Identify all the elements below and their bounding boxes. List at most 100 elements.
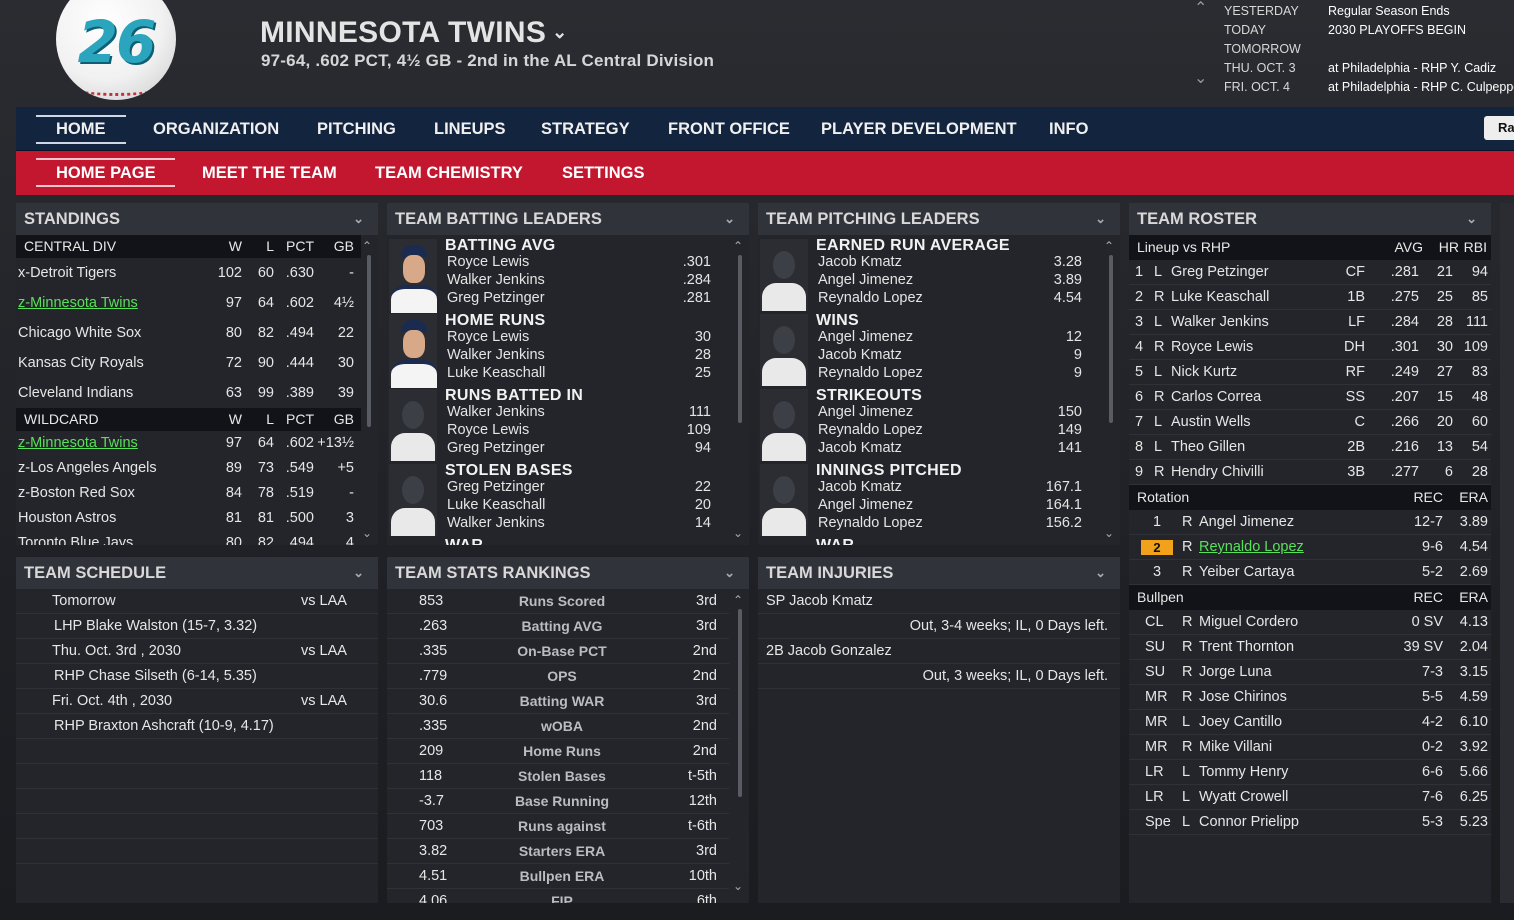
leader-name[interactable]: Walker Jenkins: [447, 272, 545, 288]
leader-name[interactable]: Walker Jenkins: [447, 347, 545, 363]
player-name[interactable]: Wyatt Crowell: [1199, 789, 1289, 805]
leader-name[interactable]: Greg Petzinger: [447, 440, 545, 456]
scrollbar[interactable]: [1109, 255, 1113, 423]
lineup-row[interactable]: 3 L Walker Jenkins LF .284 28 111: [1129, 310, 1491, 335]
player-name[interactable]: Connor Prielipp: [1199, 814, 1299, 830]
player-name[interactable]: Jorge Luna: [1199, 664, 1272, 680]
chevron-up-icon[interactable]: ⌃: [733, 239, 744, 253]
bullpen-row[interactable]: SU R Jorge Luna 7-3 3.15: [1129, 660, 1491, 685]
leader-name[interactable]: Luke Keaschall: [447, 365, 546, 381]
player-name[interactable]: Angel Jimenez: [1199, 514, 1295, 530]
bullpen-row[interactable]: Spe L Connor Prielipp 5-3 5.23: [1129, 810, 1491, 835]
leader-name[interactable]: Greg Petzinger: [447, 479, 545, 495]
leader-name[interactable]: Reynaldo Lopez: [818, 515, 923, 531]
player-name[interactable]: Hendry Chivilli: [1171, 464, 1264, 480]
standings-row[interactable]: z-Los Angeles Angels 89 73 .549 +5: [16, 456, 361, 481]
standings-row[interactable]: z-Boston Red Sox 84 78 .519 -: [16, 481, 361, 506]
lineup-row[interactable]: 6 R Carlos Correa SS .207 15 48: [1129, 385, 1491, 410]
leader-name[interactable]: Angel Jimenez: [818, 329, 914, 345]
chevron-up-icon[interactable]: ⌃: [362, 239, 373, 253]
nav-info[interactable]: INFO: [1049, 120, 1089, 138]
calendar-date[interactable]: THU. OCT. 3: [1224, 61, 1296, 75]
chevron-down-icon[interactable]: ⌄: [1095, 211, 1106, 226]
panel-header[interactable]: TEAM PITCHING LEADERS ⌄: [758, 203, 1120, 235]
player-name[interactable]: Trent Thornton: [1199, 639, 1295, 655]
chevron-up-icon[interactable]: ⌃: [1104, 239, 1115, 253]
standings-row[interactable]: x-Detroit Tigers 102 60 .630 -: [16, 258, 361, 288]
player-name[interactable]: Mike Villani: [1199, 739, 1273, 755]
standings-row[interactable]: Toronto Blue Jays 80 82 .494 4: [16, 531, 361, 545]
nav-right-button[interactable]: Ra: [1484, 116, 1514, 140]
player-name[interactable]: Greg Petzinger: [1171, 264, 1269, 280]
team-name[interactable]: x-Detroit Tigers: [18, 265, 117, 281]
standings-row[interactable]: Houston Astros 81 81 .500 3: [16, 506, 361, 531]
chevron-down-icon[interactable]: ⌄: [733, 879, 744, 893]
leader-name[interactable]: Walker Jenkins: [447, 404, 545, 420]
scrollbar[interactable]: [738, 609, 742, 797]
leader-name[interactable]: Angel Jimenez: [818, 404, 914, 420]
leader-name[interactable]: Angel Jimenez: [818, 272, 914, 288]
team-name[interactable]: Cleveland Indians: [18, 385, 134, 401]
leader-name[interactable]: Reynaldo Lopez: [818, 365, 923, 381]
chevron-down-icon[interactable]: ⌄: [1466, 211, 1477, 226]
leader-name[interactable]: Jacob Kmatz: [818, 347, 902, 363]
rotation-row[interactable]: 3 R Yeiber Cartaya 5-2 2.69: [1129, 560, 1491, 585]
nav-lineups[interactable]: LINEUPS: [434, 120, 506, 138]
bullpen-row[interactable]: MR R Mike Villani 0-2 3.92: [1129, 735, 1491, 760]
calendar-up-icon[interactable]: ⌃: [1194, 0, 1208, 17]
team-name-dropdown[interactable]: MINNESOTA TWINS ⌄: [260, 16, 568, 50]
rotation-row[interactable]: 1 R Angel Jimenez 12-7 3.89: [1129, 510, 1491, 535]
bullpen-row[interactable]: SU R Trent Thornton 39 SV 2.04: [1129, 635, 1491, 660]
player-name[interactable]: Reynaldo Lopez: [1199, 539, 1304, 555]
chevron-down-icon[interactable]: ⌄: [353, 211, 364, 226]
player-name[interactable]: Theo Gillen: [1171, 439, 1246, 455]
panel-header[interactable]: TEAM SCHEDULE ⌄: [16, 557, 378, 589]
team-name[interactable]: Houston Astros: [18, 510, 117, 526]
player-name[interactable]: Walker Jenkins: [1171, 314, 1269, 330]
rotation-row[interactable]: 2 R Reynaldo Lopez 9-6 4.54: [1129, 535, 1491, 560]
team-name[interactable]: z-Los Angeles Angels: [18, 460, 157, 476]
nav-strategy[interactable]: STRATEGY: [541, 120, 630, 138]
standings-row[interactable]: Chicago White Sox 80 82 .494 22: [16, 318, 361, 348]
leader-name[interactable]: Jacob Kmatz: [818, 440, 902, 456]
leader-name[interactable]: Angel Jimenez: [818, 497, 914, 513]
leader-name[interactable]: Reynaldo Lopez: [818, 422, 923, 438]
panel-header[interactable]: TEAM ROSTER ⌄: [1129, 203, 1491, 235]
player-name[interactable]: Austin Wells: [1171, 414, 1251, 430]
schedule-pitcher-row[interactable]: RHP Chase Silseth (6-14, 5.35): [16, 664, 378, 689]
lineup-row[interactable]: 4 R Royce Lewis DH .301 30 109: [1129, 335, 1491, 360]
subnav-team-chemistry[interactable]: TEAM CHEMISTRY: [375, 164, 523, 182]
calendar-down-icon[interactable]: ⌄: [1194, 70, 1208, 87]
nav-player-development[interactable]: PLAYER DEVELOPMENT: [821, 120, 1017, 138]
leader-name[interactable]: Reynaldo Lopez: [818, 290, 923, 306]
chevron-down-icon[interactable]: ⌄: [353, 565, 364, 580]
schedule-pitcher-row[interactable]: RHP Braxton Ashcraft (10-9, 4.17): [16, 714, 378, 739]
standings-row[interactable]: Kansas City Royals 72 90 .444 30: [16, 348, 361, 378]
leader-name[interactable]: Greg Petzinger: [447, 290, 545, 306]
lineup-row[interactable]: 8 L Theo Gillen 2B .216 13 54: [1129, 435, 1491, 460]
panel-header[interactable]: STANDINGS ⌄: [16, 203, 378, 235]
leader-name[interactable]: Royce Lewis: [447, 422, 530, 438]
chevron-down-icon[interactable]: ⌄: [733, 526, 744, 540]
leader-name[interactable]: Royce Lewis: [447, 254, 530, 270]
player-name[interactable]: Luke Keaschall: [1171, 289, 1270, 305]
calendar-date[interactable]: FRI. OCT. 4: [1224, 80, 1290, 94]
player-name[interactable]: Miguel Cordero: [1199, 614, 1299, 630]
chevron-down-icon[interactable]: ⌄: [1104, 526, 1115, 540]
bullpen-row[interactable]: CL R Miguel Cordero 0 SV 4.13: [1129, 610, 1491, 635]
player-name[interactable]: Royce Lewis: [1171, 339, 1254, 355]
schedule-pitcher-row[interactable]: LHP Blake Walston (15-7, 3.32): [16, 614, 378, 639]
panel-header[interactable]: TEAM BATTING LEADERS ⌄: [387, 203, 749, 235]
injured-player[interactable]: 2B Jacob Gonzalez: [766, 643, 892, 659]
leader-name[interactable]: Jacob Kmatz: [818, 479, 902, 495]
scrollbar[interactable]: [367, 255, 371, 427]
team-name[interactable]: Toronto Blue Jays: [18, 535, 134, 545]
team-name[interactable]: z-Boston Red Sox: [18, 485, 135, 501]
team-name[interactable]: z-Minnesota Twins: [18, 435, 138, 451]
lineup-row[interactable]: 9 R Hendry Chivilli 3B .277 6 28: [1129, 460, 1491, 485]
chevron-down-icon[interactable]: ⌄: [724, 211, 735, 226]
lineup-row[interactable]: 5 L Nick Kurtz RF .249 27 83: [1129, 360, 1491, 385]
bullpen-row[interactable]: LR L Tommy Henry 6-6 5.66: [1129, 760, 1491, 785]
leader-name[interactable]: Jacob Kmatz: [818, 254, 902, 270]
standings-row[interactable]: z-Minnesota Twins 97 64 .602 +13½: [16, 431, 361, 456]
